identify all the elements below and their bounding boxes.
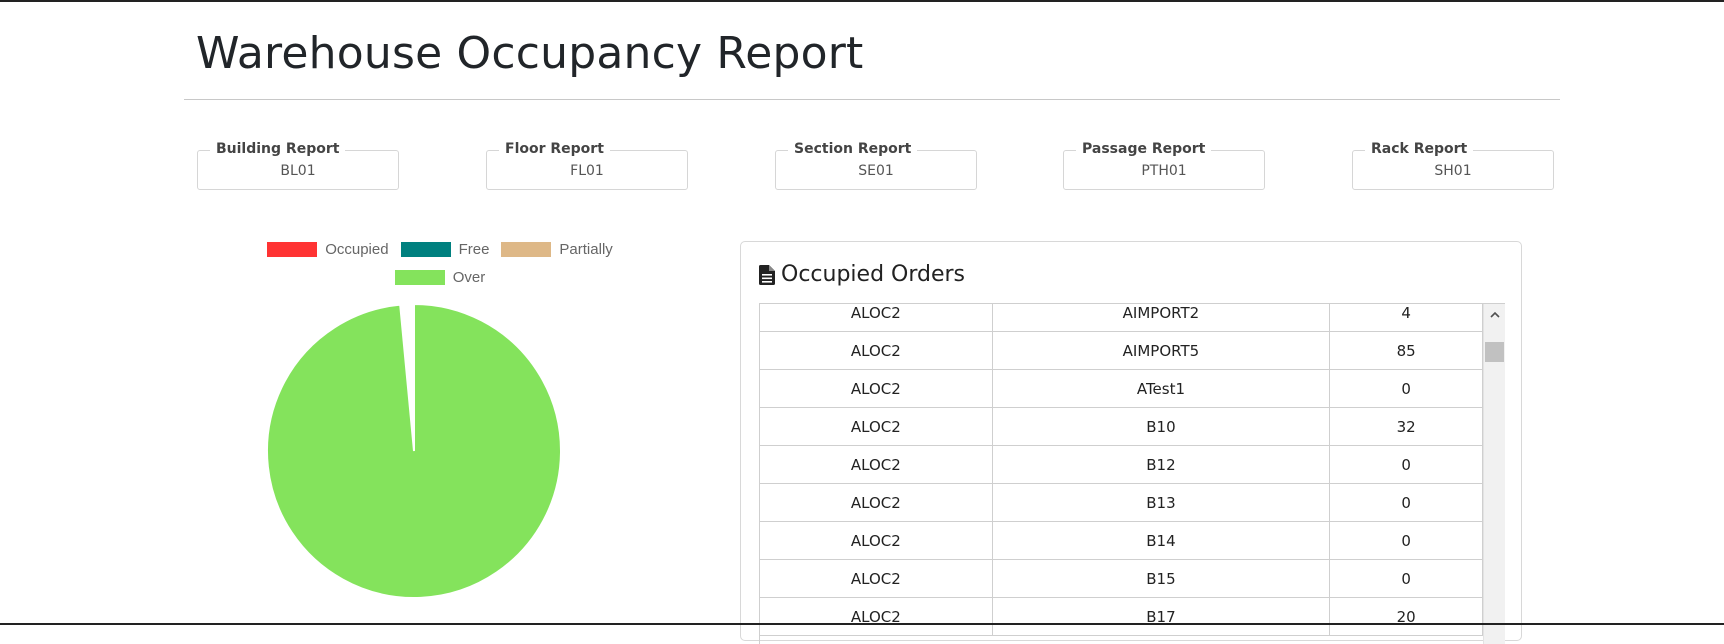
pie-slice-over[interactable] <box>266 302 562 599</box>
filter-value: FL01 <box>570 163 604 179</box>
location-cell: ALOC2 <box>760 369 993 408</box>
location-cell: ALOC2 <box>760 445 993 484</box>
passage-report-filter[interactable]: Passage Report PTH01 <box>1063 141 1265 190</box>
rack-report-filter[interactable]: Rack Report SH01 <box>1352 141 1554 190</box>
section-report-filter[interactable]: Section Report SE01 <box>775 141 977 190</box>
order-cell: ATest1 <box>992 369 1331 408</box>
location-cell: ALOC2 <box>760 521 993 560</box>
quantity-cell: 0 <box>1329 445 1483 484</box>
table-row[interactable]: ALOC2 B15 0 <box>760 559 1483 598</box>
file-text-icon <box>759 264 775 285</box>
table-row[interactable]: ALOC2 AIMPORT5 85 <box>760 331 1483 370</box>
filter-value: BL01 <box>280 163 316 179</box>
order-cell: B14 <box>992 521 1331 560</box>
location-cell: ALOC2 <box>760 407 993 446</box>
order-cell: AIMPORT5 <box>992 331 1331 370</box>
legend-label: Over <box>452 269 486 286</box>
legend-swatch-occupied <box>267 242 318 257</box>
floor-report-filter[interactable]: Floor Report FL01 <box>486 141 688 190</box>
legend-item-occupied[interactable]: Occupied <box>267 241 389 258</box>
table-row[interactable]: ALOC2 AIMPORT2 4 <box>760 304 1483 332</box>
table-row[interactable]: ALOC2 B14 0 <box>760 521 1483 560</box>
quantity-cell: 0 <box>1329 483 1483 522</box>
chart-legend-row-1: Occupied Free Partially <box>220 241 660 258</box>
top-border <box>0 0 1724 2</box>
quantity-cell: 20 <box>1329 597 1483 636</box>
table-row[interactable]: ALOC2 B13 0 <box>760 483 1483 522</box>
bottom-border <box>0 623 1724 625</box>
orders-title: Occupied Orders <box>781 262 966 287</box>
legend-item-over[interactable]: Over <box>394 269 486 286</box>
filter-label: Floor Report <box>499 141 610 157</box>
building-report-filter[interactable]: Building Report BL01 <box>197 141 399 190</box>
location-cell: ALOC2 <box>760 483 993 522</box>
quantity-cell: 0 <box>1329 369 1483 408</box>
filter-value: SH01 <box>1434 163 1472 179</box>
order-cell: B17 <box>992 597 1331 636</box>
legend-label: Occupied <box>325 241 389 258</box>
table-row[interactable]: ALOC2 B12 0 <box>760 445 1483 484</box>
legend-swatch-free <box>400 242 451 257</box>
quantity-cell: 32 <box>1329 407 1483 446</box>
pie-svg <box>266 302 562 599</box>
location-cell: ALOC2 <box>760 331 993 370</box>
filter-value: PTH01 <box>1141 163 1187 179</box>
filter-label: Passage Report <box>1076 141 1212 157</box>
location-cell: ALOC2 <box>760 304 993 332</box>
location-cell: ALOC2 <box>760 559 993 598</box>
quantity-cell: 85 <box>1329 331 1483 370</box>
order-cell: B10 <box>992 407 1331 446</box>
orders-table-container: ALOC2 AIMPORT2 4 ALOC2 AIMPORT5 85 ALOC2 ATest1… <box>759 303 1505 644</box>
legend-swatch-over <box>394 270 445 285</box>
order-cell: B13 <box>992 483 1331 522</box>
location-cell: ALOC2 <box>760 597 993 636</box>
legend-swatch-partially <box>501 242 552 257</box>
orders-table-body: ALOC2 AIMPORT2 4 ALOC2 AIMPORT5 85 ALOC2 ATest1… <box>760 304 1483 636</box>
filter-label: Rack Report <box>1365 141 1474 157</box>
order-cell: AIMPORT2 <box>992 304 1331 332</box>
filter-value: SE01 <box>858 163 894 179</box>
page-title: Warehouse Occupancy Report <box>196 28 864 79</box>
table-scrollbar[interactable] <box>1483 304 1505 644</box>
legend-label: Partially <box>559 241 613 258</box>
table-row[interactable]: ALOC2 B10 32 <box>760 407 1483 446</box>
filter-label: Building Report <box>210 141 346 157</box>
table-row[interactable]: ALOC2 ATest1 0 <box>760 369 1483 408</box>
order-cell: B12 <box>992 445 1331 484</box>
orders-header: Occupied Orders <box>759 262 965 287</box>
title-divider <box>184 99 1560 100</box>
occupied-orders-panel: Occupied Orders ALOC2 AIMPORT2 4 ALOC2 AIMPO… <box>740 241 1522 644</box>
legend-item-free[interactable]: Free <box>400 241 490 258</box>
quantity-cell: 4 <box>1329 304 1483 332</box>
quantity-cell: 0 <box>1329 521 1483 560</box>
scrollbar-thumb[interactable] <box>1485 342 1504 362</box>
quantity-cell: 0 <box>1329 559 1483 598</box>
occupancy-pie-chart: Occupied Free Partially Over <box>220 235 660 605</box>
legend-label: Free <box>458 241 490 258</box>
scroll-up-button[interactable] <box>1484 304 1505 325</box>
chart-legend-row-2: Over <box>220 269 660 286</box>
chevron-up-icon <box>1489 311 1500 318</box>
legend-item-partially[interactable]: Partially <box>501 241 613 258</box>
filter-label: Section Report <box>788 141 918 157</box>
table-row[interactable]: ALOC2 B17 20 <box>760 597 1483 636</box>
order-cell: B15 <box>992 559 1331 598</box>
orders-table: ALOC2 AIMPORT2 4 ALOC2 AIMPORT5 85 ALOC2 ATest1… <box>760 304 1483 636</box>
